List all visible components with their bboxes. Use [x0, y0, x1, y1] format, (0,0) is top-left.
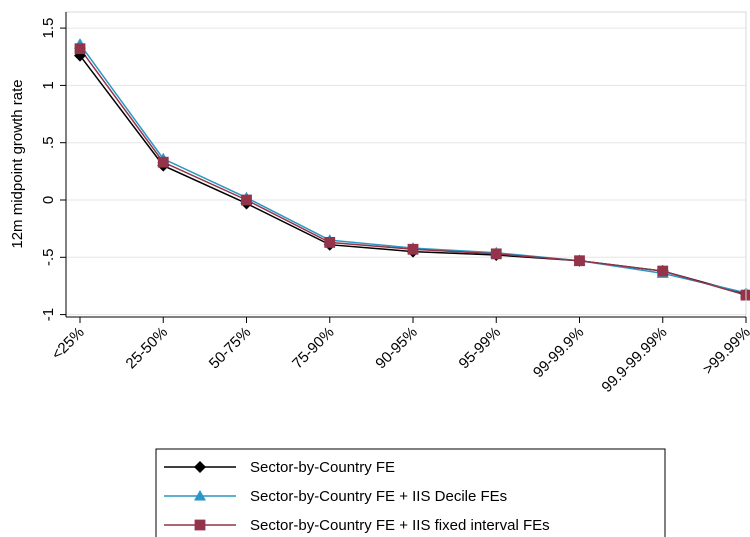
y-tick-label: -1: [40, 308, 57, 321]
data-point-marker: [194, 519, 206, 531]
data-point-marker: [241, 194, 252, 206]
legend-label: Sector-by-Country FE: [250, 459, 395, 476]
data-point-marker: [74, 43, 86, 55]
x-tick-label: 90-95%: [372, 324, 421, 373]
y-tick-label: -.5: [40, 249, 57, 267]
x-tick-label: <25%: [48, 324, 87, 363]
data-point-marker: [194, 461, 206, 473]
y-axis-title: 12m midpoint growth rate: [9, 79, 26, 248]
series-markers: [74, 38, 750, 301]
legend-label: Sector-by-Country FE + IIS fixed interva…: [250, 517, 550, 534]
y-tick-label: 1.5: [40, 18, 57, 39]
legend: Sector-by-Country FE Sector-by-Country FE…: [155, 448, 666, 537]
data-point-marker: [407, 243, 419, 255]
y-tick-label: 0: [40, 196, 57, 204]
x-tick-label: >99.99%: [700, 324, 750, 378]
x-tick-label: 50-75%: [206, 324, 255, 373]
x-tick-label: 99-99.9%: [530, 324, 587, 381]
data-point-marker: [157, 156, 169, 168]
data-point-marker: [194, 490, 206, 501]
y-axis-ticks: -1 -.5 0 .5 1 1.5: [40, 18, 66, 321]
grid-lines: [66, 27, 746, 316]
legend-label: Sector-by-Country FE + IIS Decile FEs: [250, 488, 507, 505]
data-point-marker: [657, 265, 669, 277]
y-tick-label: 1: [40, 81, 57, 89]
data-point-marker: [574, 255, 585, 267]
x-tick-label: 95-99%: [455, 324, 504, 373]
x-tick-label: 25-50%: [122, 324, 171, 373]
y-tick-label: .5: [40, 136, 57, 149]
data-point-marker: [490, 248, 502, 260]
legend-box: [155, 448, 666, 537]
x-axis-ticks: <25% 25-50% 50-75% 75-90% 90-95% 95-99% 99-99.…: [48, 317, 750, 396]
series-line: [79, 55, 747, 295]
x-tick-label: 99.9-99.99%: [598, 324, 670, 396]
x-tick-label: 75-90%: [289, 324, 338, 373]
data-point-marker: [324, 237, 336, 248]
data-point-marker: [740, 289, 750, 301]
axes: [65, 11, 747, 318]
